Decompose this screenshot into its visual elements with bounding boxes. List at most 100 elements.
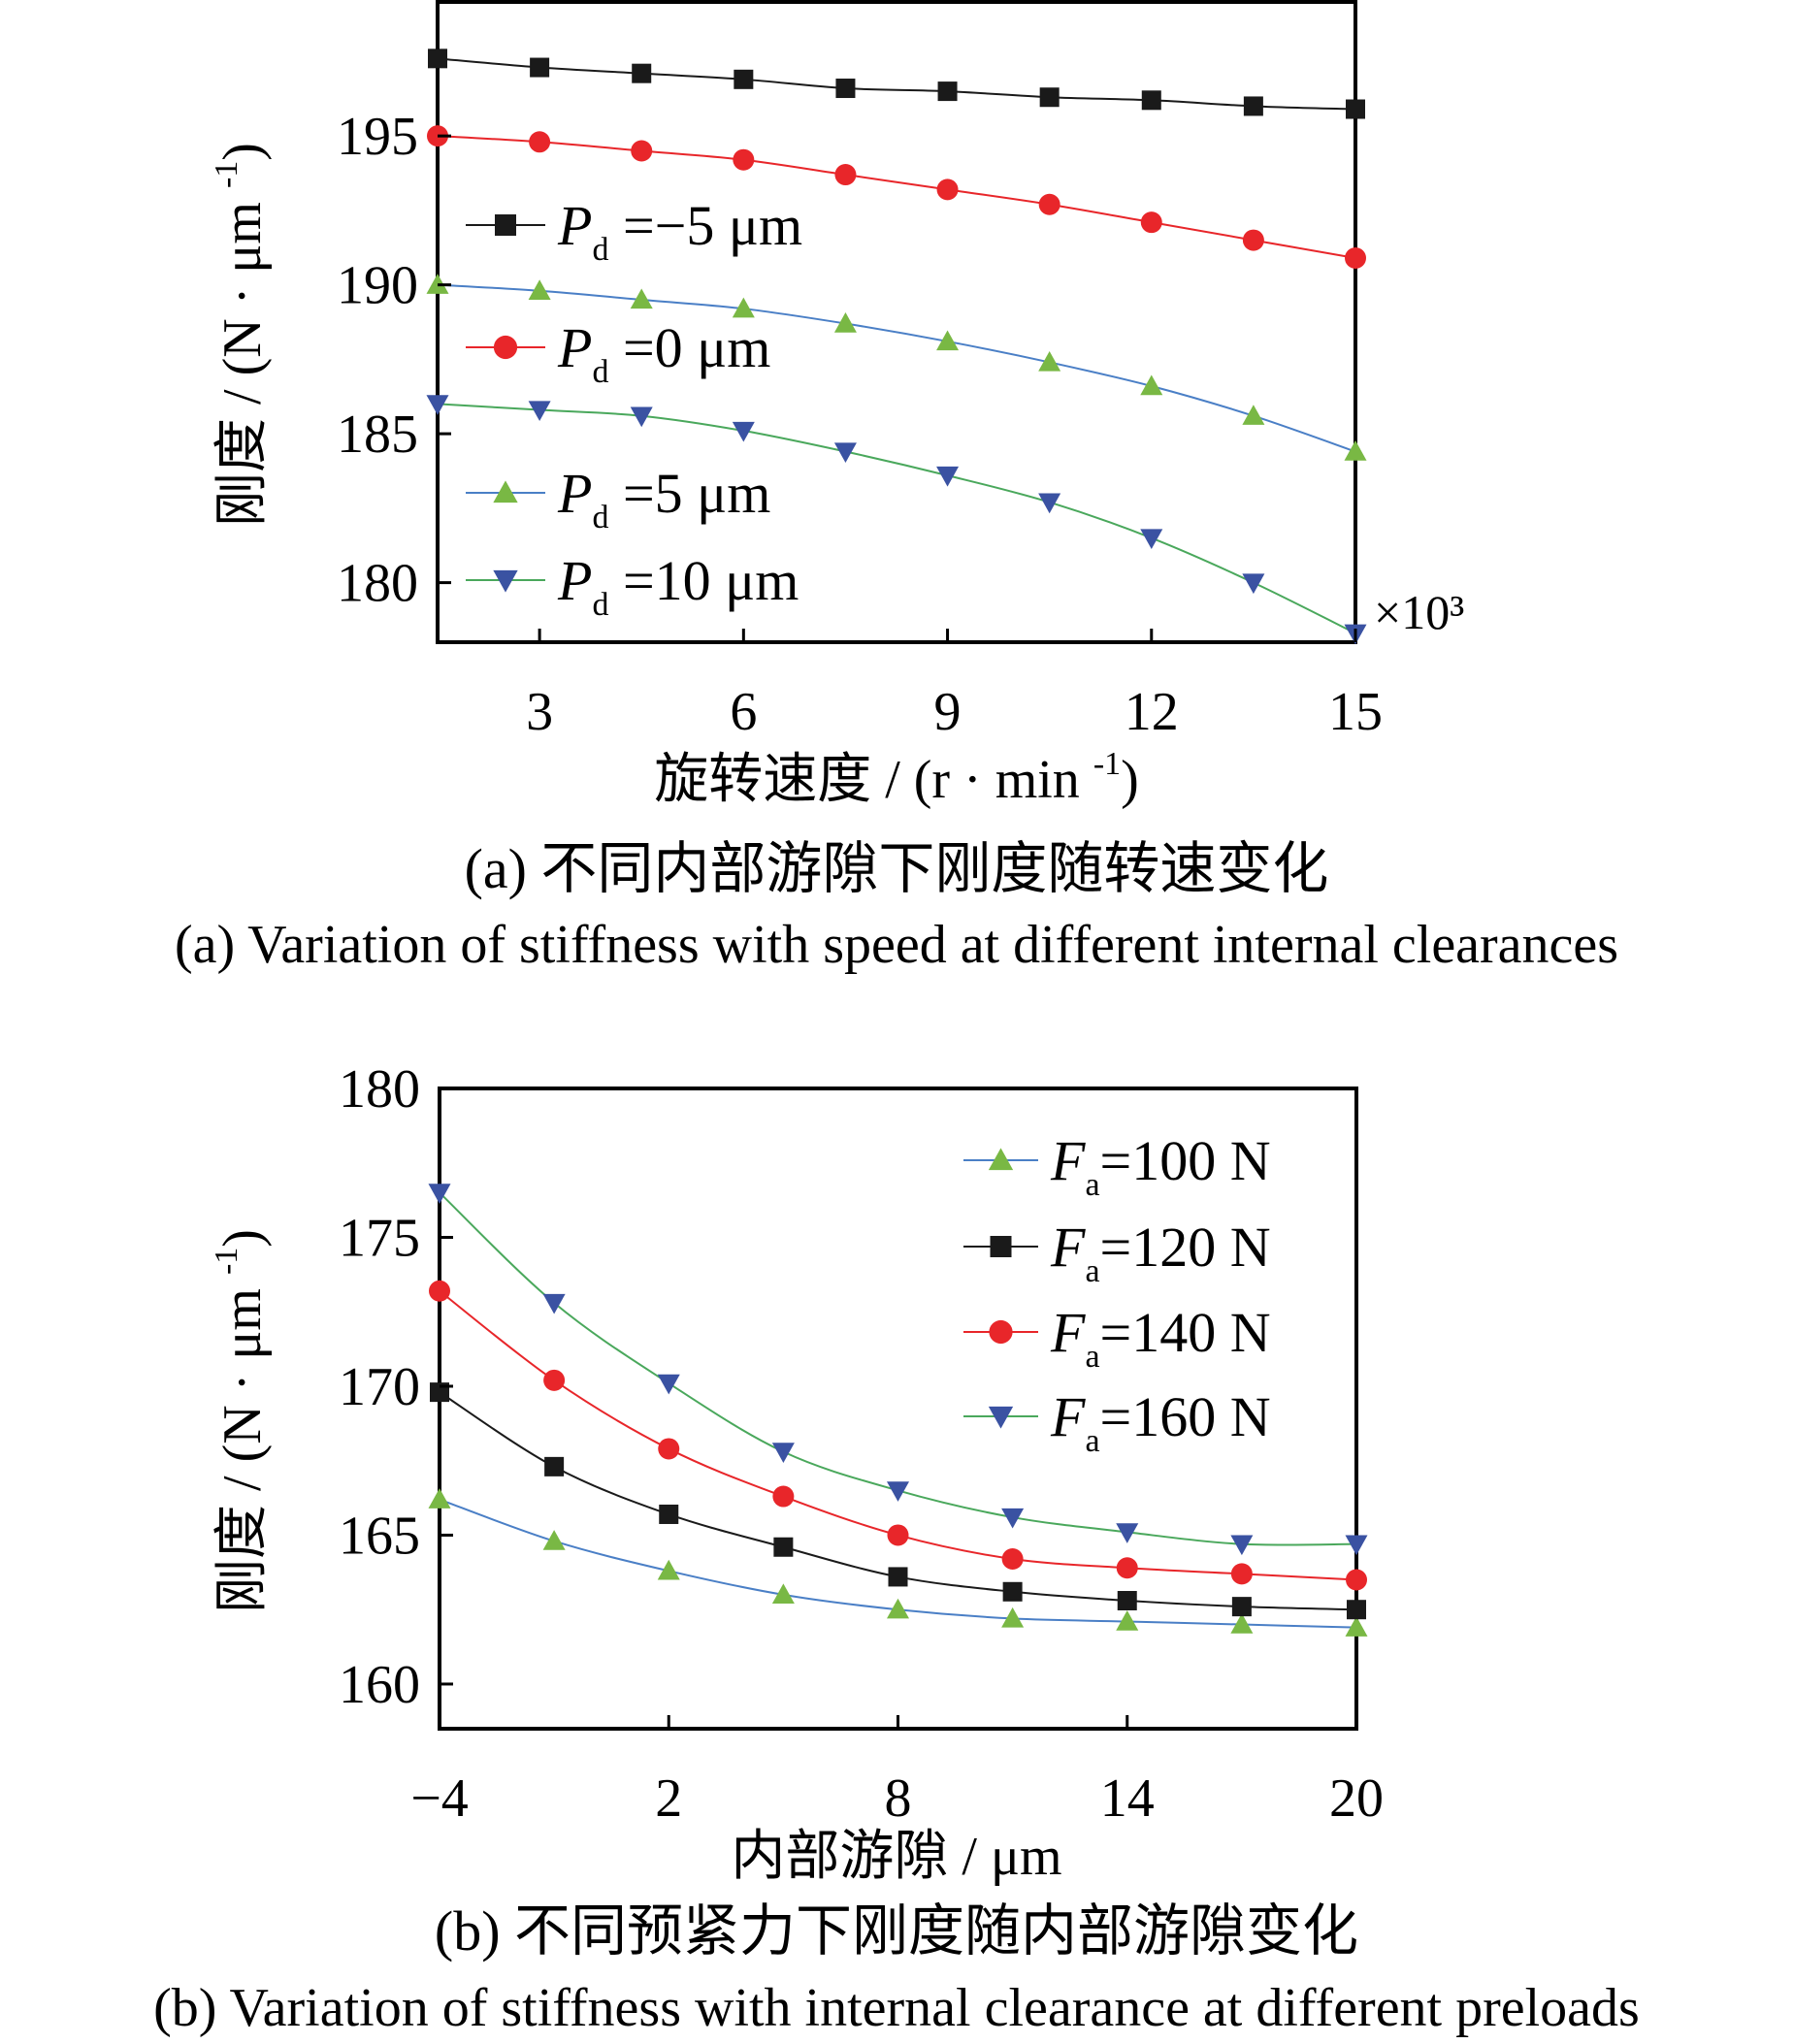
data-point [1243, 96, 1263, 116]
data-point [1116, 1523, 1139, 1543]
legend-label: Pd =10 μm [557, 549, 799, 623]
data-point [1231, 1597, 1252, 1617]
data-point [1001, 1606, 1025, 1628]
caption-b-cn: (b) 不同预紧力下刚度随内部游隙变化 [435, 1899, 1358, 1963]
data-point [734, 69, 754, 89]
data-point [1039, 87, 1060, 108]
data-point [936, 178, 959, 201]
data-point [657, 1374, 680, 1395]
legend-marker [493, 335, 518, 360]
data-point [1346, 99, 1365, 119]
series-line [439, 1191, 1357, 1546]
x-axis-label-a-text: 旋转速度 / (r · min [654, 750, 1080, 810]
x-tick-label: 6 [730, 682, 757, 742]
data-point [772, 1485, 795, 1508]
data-point [771, 1583, 795, 1605]
data-point [835, 79, 856, 99]
x-tick-label: 15 [1328, 682, 1383, 742]
data-point [1230, 1535, 1254, 1556]
data-point [1141, 90, 1161, 111]
axis-label-superscript: -1 [1093, 746, 1121, 782]
data-point [1002, 1581, 1023, 1602]
data-point [834, 164, 857, 186]
data-point [529, 131, 551, 153]
data-point [773, 1537, 794, 1557]
data-point [1117, 1591, 1137, 1610]
data-point [1140, 529, 1163, 550]
data-point [1116, 1609, 1139, 1631]
data-point [1344, 440, 1367, 461]
legend-a: Pd =−5 μm Pd =0 μm Pd =5 μm Pd =10 μm [466, 194, 802, 623]
data-point [1038, 350, 1061, 372]
data-point [1140, 211, 1162, 234]
y-tick-label: 160 [339, 1655, 420, 1715]
legend-marker [989, 1319, 1013, 1345]
data-point [1242, 405, 1265, 425]
axis-label-superscript: -1 [209, 161, 245, 188]
data-point [544, 1456, 565, 1476]
data-point [887, 1598, 909, 1619]
data-point [1230, 1563, 1253, 1585]
axis-label-suffix: ) [212, 1229, 273, 1248]
series-group-b [428, 1184, 1368, 1637]
legend-marker [495, 214, 516, 236]
legend-label: Fa=160 N [1050, 1385, 1271, 1459]
data-point [733, 148, 755, 171]
data-point [658, 1438, 680, 1460]
plot-frame-a [436, 0, 1357, 644]
data-point [426, 395, 449, 415]
data-point [630, 406, 653, 428]
data-point [732, 421, 755, 442]
legend-marker [990, 1236, 1012, 1257]
y-axis-label-a: 刚度 / (N · μm -1) [209, 143, 273, 527]
data-point [632, 63, 652, 83]
x-axis-label-b: 内部游隙 / μm [731, 1827, 1061, 1887]
x-tick-label: 8 [885, 1768, 912, 1829]
data-point [530, 57, 550, 78]
data-point [630, 288, 653, 309]
data-point [937, 81, 958, 102]
x-tick-label: 14 [1100, 1768, 1155, 1829]
data-point [1242, 573, 1265, 595]
y-tick-label: 165 [339, 1506, 420, 1566]
data-point [1116, 1557, 1138, 1579]
data-point [659, 1504, 679, 1524]
x-tick-label: 3 [526, 682, 553, 742]
x-tick-label: −4 [410, 1768, 469, 1829]
axis-label-suffix: ) [1121, 750, 1139, 810]
series-line [437, 135, 1356, 259]
data-point [1038, 493, 1061, 514]
caption-a-en: (a) Variation of stiffness with speed at… [175, 915, 1618, 975]
x-tick-label: 20 [1329, 1768, 1384, 1829]
data-point [1038, 193, 1060, 215]
chart-b: −4 2 8 14 20 160 165 170 175 180 Fa=100 N Fa=120 N… [153, 1059, 1640, 2038]
data-point [1345, 1535, 1368, 1556]
legend-marker [988, 1148, 1014, 1171]
series-line [437, 403, 1356, 634]
series-line [437, 283, 1356, 453]
data-point [887, 1481, 909, 1502]
data-point [1001, 1548, 1024, 1571]
legend-marker [493, 569, 518, 593]
data-point [428, 1488, 451, 1509]
data-point [1345, 1616, 1368, 1637]
legend-label: Fa=140 N [1050, 1301, 1271, 1375]
y-tick-label: 170 [339, 1357, 420, 1417]
y-tick-label: 195 [337, 107, 418, 167]
legend-label: Pd =0 μm [557, 316, 770, 390]
y-tick-label: 180 [337, 554, 418, 614]
data-point [429, 1280, 450, 1302]
data-point [631, 140, 653, 162]
data-point [1140, 374, 1163, 396]
y-axis-label-a-text: 刚度 / (N · μm [212, 202, 273, 527]
caption-b-en: (b) Variation of stiffness with internal… [153, 1978, 1640, 2038]
data-point [428, 1184, 451, 1204]
axis-label-superscript: -1 [209, 1248, 245, 1275]
y-axis-label-b: 刚度 / (N · μm -1) [209, 1229, 273, 1613]
data-point [542, 1293, 566, 1314]
axis-label-suffix: ) [212, 143, 273, 161]
caption-a-cn: (a) 不同内部游隙下刚度随转速变化 [465, 837, 1329, 900]
y-tick-label: 190 [337, 256, 418, 316]
